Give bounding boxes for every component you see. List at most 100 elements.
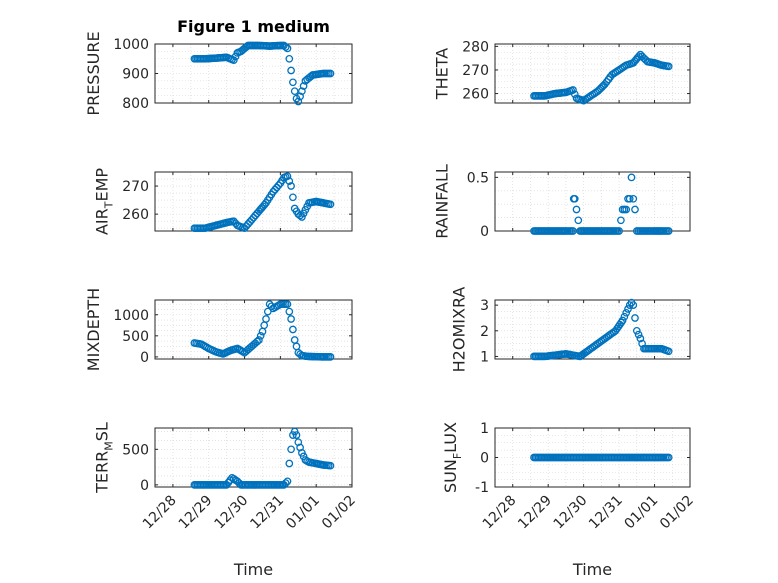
y-tick-label: -1: [475, 480, 489, 496]
data-point: [289, 78, 297, 87]
data-point: [615, 227, 623, 235]
y-tick-label: 270: [122, 179, 149, 195]
data-point: [281, 479, 290, 487]
y-tick-label: 3: [480, 298, 489, 314]
y-tick-label: 280: [462, 39, 489, 55]
data-point: [285, 177, 294, 185]
data-point: [631, 205, 639, 214]
data-point: [289, 193, 297, 202]
axes-box: [154, 171, 353, 232]
y-tick-label: 1: [480, 349, 489, 365]
x-axis-label: Time: [572, 560, 612, 579]
data-point: [283, 477, 292, 486]
y-axis-label: RAINFALL: [433, 164, 452, 239]
y-tick-label: 2: [480, 324, 489, 340]
y-tick-label: 800: [122, 96, 149, 112]
data-point: [285, 307, 294, 316]
data-point: [255, 336, 263, 344]
panel-rainfall: 0 0.5 RAINFALL: [433, 164, 691, 240]
x-axis-label: Time: [233, 560, 273, 579]
data-point: [283, 44, 292, 53]
data-point: [299, 452, 308, 461]
data-point: [618, 316, 627, 325]
x-tick-label: 01/02: [319, 493, 359, 533]
y-axis-label: THETA: [433, 48, 452, 100]
x-tick-label: 12/28: [480, 493, 520, 533]
data-point: [326, 353, 335, 361]
data-point: [298, 87, 306, 96]
data-point: [296, 92, 304, 101]
y-axis-label: MIXDEPTH: [84, 288, 103, 371]
axes-box: [154, 427, 353, 488]
y-tick-label: 270: [462, 63, 489, 79]
data-point: [290, 87, 299, 96]
y-axis-label: SUNFLUX: [441, 422, 464, 493]
y-tick-label: 0: [140, 350, 149, 366]
chart-title: Figure 1 medium: [177, 17, 330, 36]
data-point: [263, 307, 272, 316]
x-tick-label: 12/29: [515, 493, 555, 533]
panel-pressure: 800 900 1000 PRESSURE Figure 1 medium: [84, 17, 353, 116]
axes-box: [154, 299, 353, 360]
data-point: [622, 308, 631, 317]
data-point: [287, 66, 295, 75]
data-point: [281, 43, 290, 51]
data-point: [299, 82, 308, 90]
y-tick-label: 0: [480, 224, 489, 240]
data-point: [326, 461, 335, 470]
data-point: [664, 227, 673, 235]
y-axis-label: AIRTEMP: [93, 168, 116, 235]
data-point: [631, 314, 639, 322]
y-tick-label: 1: [480, 421, 489, 437]
y-tick-label: 260: [122, 207, 149, 223]
y-axis-label: PRESSURE: [84, 31, 103, 115]
data-point: [287, 182, 295, 190]
panel-air-temp: 260 270 AIRTEMP: [93, 168, 353, 235]
data-point: [292, 431, 301, 439]
x-tick-label: 12/29: [176, 493, 216, 533]
data-point: [253, 337, 261, 346]
y-tick-label: 1000: [113, 37, 149, 53]
x-tick-label: 12/28: [140, 493, 180, 533]
data-point: [570, 194, 579, 203]
data-point: [294, 97, 303, 106]
data-point: [625, 194, 634, 203]
data-point: [569, 86, 577, 94]
data-point: [634, 330, 643, 339]
y-axis-label: TERRMSL: [93, 422, 116, 494]
data-point: [326, 200, 335, 209]
x-tick-label: 12/31: [586, 493, 626, 533]
axes-box: [494, 299, 691, 360]
data-point: [287, 315, 295, 323]
data-point: [624, 305, 632, 313]
data-point: [326, 69, 335, 78]
y-tick-label: 1000: [113, 308, 149, 324]
data-point: [617, 216, 625, 225]
data-point: [664, 347, 673, 356]
axes-box: [494, 43, 691, 104]
data-point: [262, 315, 270, 323]
x-tick-label: 01/02: [657, 493, 697, 533]
data-point: [627, 173, 636, 182]
y-tick-label: 500: [122, 329, 149, 345]
data-point: [298, 213, 306, 221]
data-point: [287, 445, 295, 454]
x-tick-label: 01/01: [622, 493, 662, 533]
data-point: [267, 302, 276, 311]
data-point: [289, 325, 297, 334]
data-point: [629, 194, 638, 203]
data-point: [632, 326, 641, 335]
x-tick-label: 12/30: [212, 493, 252, 533]
data-point: [569, 227, 577, 235]
data-point: [636, 334, 645, 343]
y-tick-label: 500: [122, 442, 149, 458]
y-axis-label: H2OMIXRA: [450, 287, 469, 373]
data-point: [664, 453, 673, 462]
data-point: [285, 459, 294, 468]
data-point: [290, 336, 299, 344]
data-point: [229, 56, 238, 65]
x-tick-label: 01/01: [283, 493, 323, 533]
data-point: [256, 331, 265, 340]
